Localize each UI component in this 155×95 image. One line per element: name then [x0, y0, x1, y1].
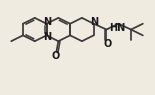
Text: O: O — [103, 39, 112, 49]
Text: O: O — [51, 51, 60, 61]
Text: N: N — [91, 17, 99, 27]
Text: N: N — [44, 32, 52, 42]
Text: HN: HN — [109, 23, 125, 33]
Text: N: N — [44, 17, 52, 27]
